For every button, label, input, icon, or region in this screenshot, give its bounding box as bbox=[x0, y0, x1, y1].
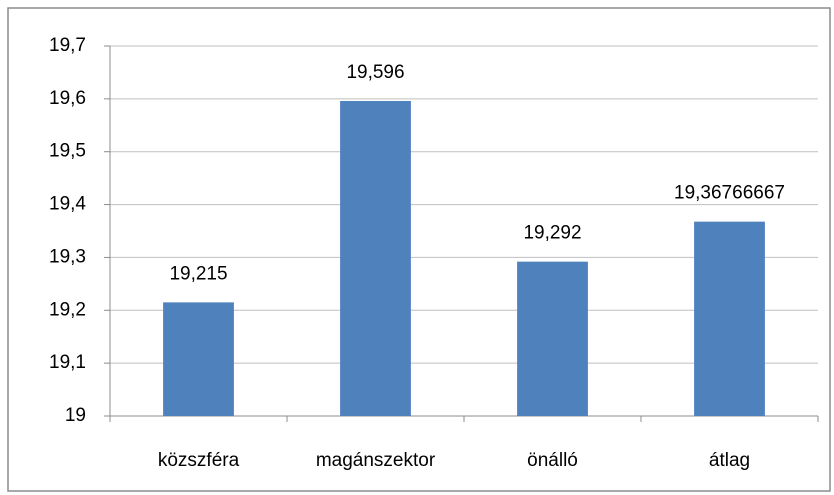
y-tick-label: 19,5 bbox=[49, 141, 86, 162]
y-tick-label: 19 bbox=[65, 405, 86, 426]
y-tick-label: 19,2 bbox=[49, 299, 86, 320]
x-tick-label: magánszektor bbox=[316, 450, 436, 471]
bar bbox=[517, 261, 588, 416]
y-tick-label: 19,1 bbox=[49, 352, 86, 373]
bar bbox=[694, 221, 765, 416]
value-label: 19,215 bbox=[169, 263, 227, 284]
bar bbox=[340, 100, 411, 416]
x-tick-label: önálló bbox=[527, 450, 578, 471]
value-label: 19,36766667 bbox=[674, 183, 785, 204]
value-label: 19,292 bbox=[523, 223, 581, 244]
y-tick-label: 19,7 bbox=[49, 35, 86, 56]
x-tick-label: közszféra bbox=[158, 450, 240, 471]
chart-border bbox=[7, 7, 831, 492]
y-tick-label: 19,3 bbox=[49, 246, 86, 267]
bar bbox=[163, 302, 234, 416]
x-tick-label: átlag bbox=[709, 450, 750, 471]
y-tick-label: 19,6 bbox=[49, 88, 86, 109]
y-tick-label: 19,4 bbox=[49, 194, 86, 215]
value-label: 19,596 bbox=[346, 62, 404, 83]
